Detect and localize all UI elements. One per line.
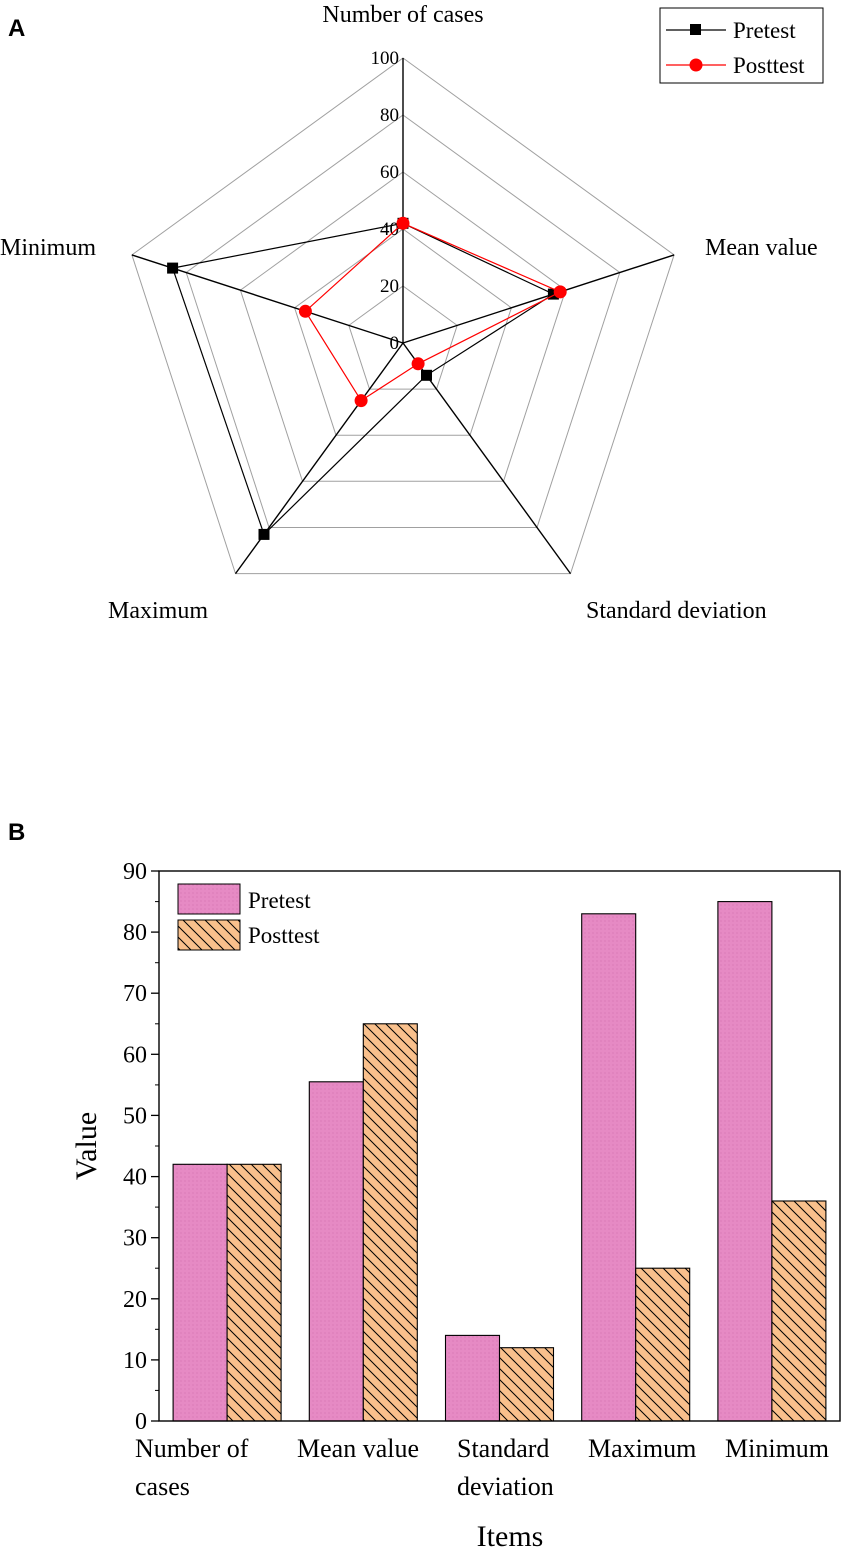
bar-category-number-of-cases: Number of cases [135, 1434, 249, 1501]
bar-category-minimum: Minimum [725, 1434, 829, 1463]
bar-chart: B 0 10 20 30 40 50 60 70 80 90 Number of cases Mean… [8, 819, 841, 1553]
legend-posttest-label: Posttest [733, 53, 805, 78]
radar-chart: A 0 20 40 60 80 100 Number of cases Mean value… [0, 2, 824, 624]
bar-legend-posttest-label: Posttest [248, 923, 320, 948]
bar-category-maximum: Maximum [588, 1434, 696, 1463]
bar-ytick-50: 50 [123, 1103, 147, 1129]
radar-axes [131, 58, 675, 575]
radar-point-posttest-minimum [298, 304, 312, 318]
radar-axis-label-mean-value: Mean value [705, 235, 818, 261]
legend-pretest-swatch [177, 883, 241, 915]
radar-axis-mean-value [402, 254, 675, 344]
bar-ytick-20: 20 [123, 1287, 147, 1313]
legend-posttest-marker [689, 58, 703, 72]
bar-posttest-number-of-cases [226, 1163, 282, 1422]
bar-ytick-30: 30 [123, 1226, 147, 1252]
bar-ytick-80: 80 [123, 920, 147, 946]
bar-ytick-90: 90 [123, 859, 147, 885]
radar-tick-100: 100 [371, 48, 400, 69]
radar-grid-ring-40 [294, 228, 512, 436]
radar-point-posttest-standard-deviation [411, 357, 425, 371]
radar-tick-40: 40 [380, 219, 399, 240]
bar-posttest-maximum [635, 1267, 691, 1422]
radar-series [167, 216, 567, 540]
legend-pretest-label: Pretest [733, 18, 796, 43]
radar-grid-ring-100 [131, 57, 675, 575]
bar-y-axis: 0 10 20 30 40 50 60 70 80 90 [123, 859, 159, 1435]
radar-point-posttest-mean-value [553, 285, 567, 299]
radar-axis-label-number-of-cases: Number of cases [322, 2, 483, 28]
bar-pretest-maximum [581, 913, 637, 1422]
radar-point-pretest-mean-value [547, 288, 559, 300]
bar-posttest-minimum [771, 1200, 827, 1422]
bar-legend: Pretest Posttest [177, 883, 320, 951]
radar-grid [131, 57, 675, 575]
bar-xlabel: Items [477, 1520, 544, 1553]
bar-ytick-0: 0 [135, 1409, 147, 1435]
radar-point-posttest-maximum [354, 394, 368, 408]
radar-tick-labels: 0 20 40 60 80 100 [371, 48, 400, 354]
bar-posttest-mean-value [362, 1023, 418, 1422]
bar-legend-pretest-label: Pretest [248, 888, 311, 913]
panel-b-label: B [8, 819, 25, 846]
radar-axis-label-minimum: Minimum [0, 235, 96, 261]
bar-pretest-mean-value [308, 1081, 364, 1422]
radar-point-pretest-standard-deviation [421, 369, 432, 381]
radar-tick-20: 20 [380, 276, 399, 297]
bar-category-standard-deviation: Standard deviation [457, 1434, 554, 1501]
bar-ylabel: Value [70, 1112, 103, 1180]
bar-category-mean-value: Mean value [297, 1434, 419, 1463]
radar-grid-ring-60 [239, 171, 567, 482]
radar-grid-ring-20 [348, 285, 458, 390]
bar-ytick-40: 40 [123, 1165, 147, 1191]
bar-x-axis: Number of cases Mean value Standard deviatio… [135, 1434, 829, 1501]
radar-axis-standard-deviation [402, 342, 572, 575]
panel-a-label: A [8, 15, 25, 42]
radar-legend-box [659, 7, 824, 84]
radar-point-posttest-number-of-cases [396, 216, 410, 230]
radar-axis-labels: Number of cases Mean value Standard deviat… [0, 2, 818, 624]
radar-grid-ring-80 [185, 114, 621, 528]
radar-tick-0: 0 [390, 333, 400, 354]
bar-ytick-60: 60 [123, 1042, 147, 1068]
radar-point-pretest-maximum [258, 528, 270, 540]
radar-axis-label-standard-deviation: Standard deviation [586, 598, 767, 624]
bar-ytick-70: 70 [123, 981, 147, 1007]
bar-ytick-10: 10 [123, 1348, 147, 1374]
radar-series-pretest-line [171, 222, 555, 536]
radar-series-posttest-line [304, 222, 562, 402]
radar-legend: Pretest Posttest [659, 7, 824, 84]
legend-pretest-marker [690, 24, 701, 35]
radar-tick-80: 80 [380, 105, 399, 126]
radar-axis-label-maximum: Maximum [108, 598, 208, 624]
radar-tick-60: 60 [380, 162, 399, 183]
radar-point-pretest-minimum [167, 262, 179, 274]
bar-series [172, 901, 827, 1422]
legend-posttest-swatch [177, 919, 241, 951]
bar-posttest-standard-deviation [498, 1347, 555, 1422]
bar-pretest-minimum [717, 901, 773, 1422]
bar-pretest-number-of-cases [172, 1163, 228, 1422]
bar-pretest-standard-deviation [444, 1334, 501, 1422]
